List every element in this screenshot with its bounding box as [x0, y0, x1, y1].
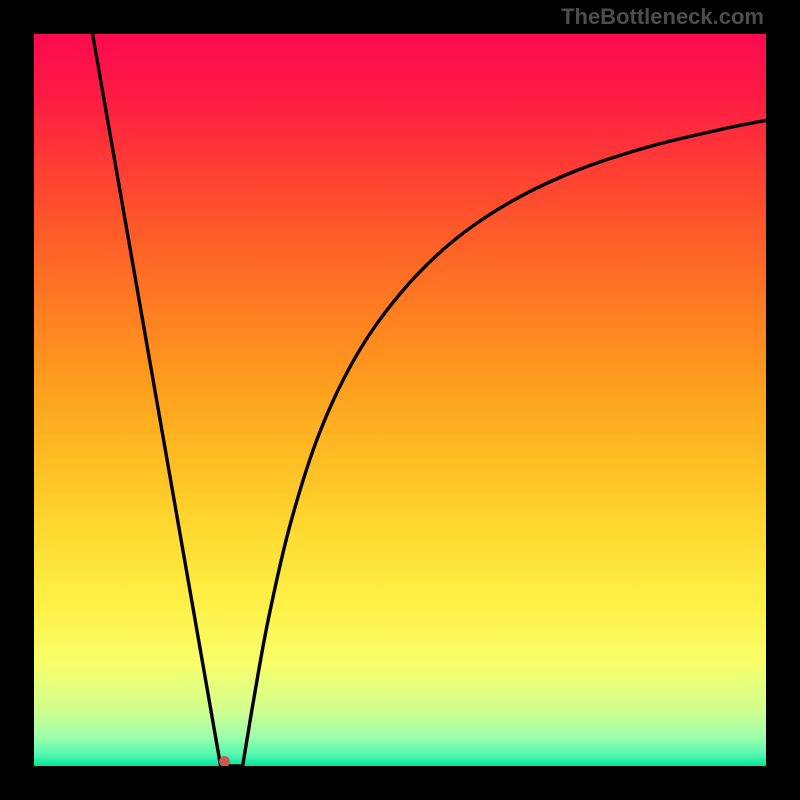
curve-svg	[34, 34, 766, 766]
curve-path	[93, 34, 766, 766]
minimum-marker	[219, 756, 230, 766]
attribution-label: TheBottleneck.com	[561, 4, 764, 30]
plot-area	[34, 34, 766, 766]
chart-container: TheBottleneck.com	[0, 0, 800, 800]
